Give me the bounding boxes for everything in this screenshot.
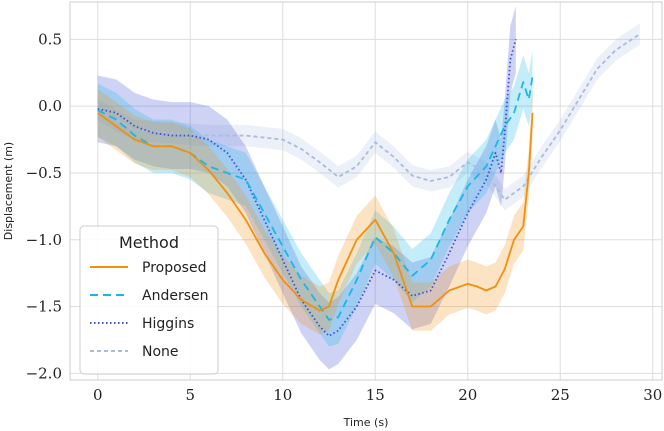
legend-item-higgins: Higgins (90, 316, 194, 332)
line-none (97, 33, 641, 201)
x-tick-label: 15 (366, 386, 385, 404)
legend-label: Andersen (142, 288, 209, 304)
legend-label: None (142, 344, 179, 360)
y-tick-label: 0.0 (38, 97, 62, 115)
y-tick-label: 0.5 (38, 30, 62, 48)
legend-title: Method (119, 233, 179, 252)
plot-area-frame (69, 1, 663, 381)
legend-item-none: None (90, 344, 179, 360)
band-proposed (97, 88, 533, 335)
y-axis-label: Displacement (m) (2, 142, 15, 240)
x-tick-label: 25 (551, 386, 570, 404)
x-tick-label: 30 (643, 386, 662, 404)
legend-items: Proposed Andersen Higgins None (90, 260, 209, 360)
x-tick-label: 10 (273, 386, 292, 404)
x-axis-label: Time (s) (343, 416, 389, 429)
x-tick-label: 5 (185, 386, 195, 404)
y-tick-label: −1.5 (26, 298, 62, 316)
legend-item-proposed: Proposed (90, 260, 206, 276)
line-higgins (97, 39, 517, 337)
legend-box (79, 225, 219, 375)
band-andersen (97, 50, 533, 347)
confidence-bands (97, 6, 640, 370)
x-tick-label: 0 (93, 386, 103, 404)
grid (70, 2, 662, 380)
x-tick-label: 20 (458, 386, 477, 404)
line-proposed (97, 112, 534, 312)
legend-item-andersen: Andersen (90, 288, 209, 304)
band-higgins (97, 6, 516, 370)
y-tick-label: −1.0 (26, 231, 62, 249)
legend: Method Proposed Andersen Higgins None (79, 225, 219, 375)
series-lines (97, 33, 641, 337)
y-tick-label: −2.0 (26, 364, 62, 382)
legend-label: Higgins (142, 316, 194, 332)
legend-label: Proposed (142, 260, 206, 276)
y-tick-label: −0.5 (26, 164, 62, 182)
tick-labels: 0 5 10 15 20 25 30 −2.0 −1.5 −1.0 −0.5 0.0 0.5 (26, 30, 663, 404)
